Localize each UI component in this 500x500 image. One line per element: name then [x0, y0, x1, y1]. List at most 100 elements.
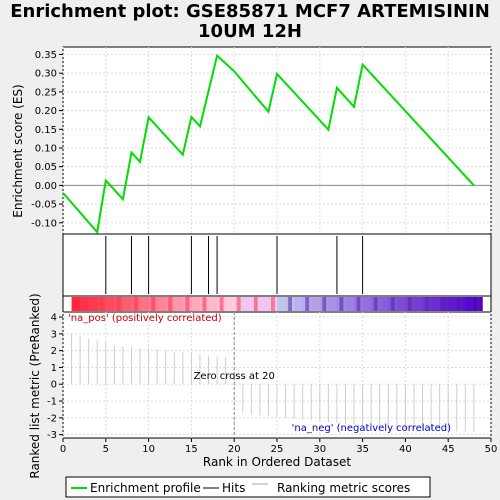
hits-panel	[62, 233, 492, 297]
rank-color-stripe	[356, 297, 361, 311]
rank-color-stripe	[339, 297, 344, 311]
ranked-metric-y-tick-label: -1	[47, 397, 57, 408]
ranked-metric-y-tick-label: -2	[47, 413, 57, 424]
es-y-tick-label: -0.10	[31, 218, 57, 229]
rank-color-cell	[259, 297, 269, 311]
ranked-metric-bars	[71, 333, 475, 433]
rank-x-tick-label: 5	[103, 444, 109, 455]
rank-color-stripe	[288, 297, 292, 311]
rank-color-cell	[191, 297, 201, 311]
rank-color-band	[62, 295, 492, 313]
ranked-metric-y-tick-label: -3	[47, 430, 57, 441]
rank-color-cell	[311, 297, 321, 311]
ranked-metric-y-axis: -3 -2 -1 0 1 2 3 4	[47, 313, 63, 441]
rank-x-tick-label: 10	[142, 444, 155, 455]
legend: Enrichment profile Hits Ranking metric s…	[65, 476, 431, 498]
rank-color-stripe	[322, 297, 327, 311]
rank-color-cell	[294, 297, 303, 311]
rank-color-cell	[242, 297, 252, 311]
rank-color-stripe	[82, 297, 87, 311]
es-y-axis-label: Enrichment score (ES)	[11, 84, 25, 217]
rank-x-tick-label: 25	[271, 444, 284, 455]
rank-color-stripe	[236, 297, 241, 311]
rank-color-stripe	[116, 297, 121, 311]
rank-x-axis-label: Rank in Ordered Dataset	[203, 455, 351, 469]
rank-color-stripe	[305, 297, 310, 311]
rank-color-stripe	[219, 297, 224, 311]
enrichment-profile-line	[62, 53, 475, 235]
zero-cross-label: Zero cross at 20	[194, 371, 275, 382]
rank-color-cell	[225, 297, 235, 311]
es-y-tick-label: 0.30	[35, 69, 57, 80]
rank-color-stripe	[134, 297, 138, 311]
rank-color-stripe	[185, 297, 190, 311]
rank-color-stripe	[407, 297, 412, 311]
ranked-metric-panel: -3 -2 -1 0 1 2 3 4 0 5 10 15 20 25 30 35 40 45 50 Zero cr…	[28, 293, 497, 478]
rank-color-cell	[396, 297, 406, 311]
rank-color-cell	[208, 297, 218, 311]
es-y-tick-label: 0.25	[35, 87, 57, 98]
rank-color-cell	[465, 297, 475, 311]
es-y-axis: -0.10 -0.05 0.00 0.05 0.10 0.15 0.20 0.25 0.30 0.…	[31, 50, 63, 229]
rank-color-cell	[122, 297, 132, 311]
es-grid	[62, 47, 492, 234]
rank-color-cell	[328, 297, 338, 311]
rank-color-cell	[431, 297, 440, 311]
rank-color-cell	[88, 297, 98, 311]
rank-color-stripe	[99, 297, 104, 311]
rank-x-tick-label: 20	[228, 444, 241, 455]
positive-correlated-label: 'na_pos' (positively correlated)	[68, 313, 222, 324]
es-y-tick-label: 0.10	[35, 143, 57, 154]
rank-x-tick-label: 45	[442, 444, 455, 455]
rank-color-stripe	[442, 297, 447, 311]
ranked-metric-y-tick-label: 1	[51, 363, 57, 374]
es-y-tick-label: 0.20	[35, 106, 57, 117]
rank-color-cell	[448, 297, 458, 311]
rank-color-cell	[71, 297, 81, 311]
rank-x-tick-label: 50	[485, 444, 498, 455]
rank-x-tick-label: 30	[313, 444, 326, 455]
rank-color-stripe	[253, 297, 258, 311]
es-y-tick-label: 0.05	[35, 162, 57, 173]
rank-color-cell	[140, 297, 149, 311]
rank-color-cell	[277, 297, 286, 311]
es-y-tick-label: 0.00	[35, 181, 57, 192]
rank-color-cell	[174, 297, 184, 311]
rank-color-stripe	[459, 297, 464, 311]
rank-color-stripe	[168, 297, 173, 311]
rank-color-cell	[379, 297, 389, 311]
ranked-metric-panel-frame	[62, 311, 492, 439]
es-y-tick-label: 0.15	[35, 125, 57, 136]
rank-color-stripe	[151, 297, 156, 311]
rank-x-tick-label: 35	[356, 444, 369, 455]
negative-correlated-label: 'na_neg' (negatively correlated)	[292, 423, 451, 434]
ranked-metric-y-tick-label: 2	[51, 346, 57, 357]
chart-title: Enrichment plot: GSE85871 MCF7 ARTEMISIN…	[0, 2, 500, 42]
rank-color-band-cells	[71, 297, 483, 311]
ranked-metric-y-tick-label: 0	[51, 380, 57, 391]
rank-color-cell	[345, 297, 355, 311]
rank-color-stripe	[271, 297, 275, 311]
ranked-metric-y-tick-label: 4	[51, 313, 57, 324]
es-panel: -0.10 -0.05 0.00 0.05 0.10 0.15 0.20 0.25 0.30 0.…	[11, 46, 492, 235]
rank-color-stripe	[202, 297, 207, 311]
rank-color-cell	[105, 297, 115, 311]
rank-color-stripe	[390, 297, 395, 311]
rank-color-cell	[157, 297, 167, 311]
ranked-metric-y-axis-label: Ranked list metric (PreRanked)	[28, 293, 42, 478]
rank-x-tick-label: 40	[399, 444, 412, 455]
es-y-tick-label: 0.35	[35, 50, 57, 61]
legend-item-enrichment-profile: Enrichment profile	[90, 481, 201, 495]
rank-color-cell	[362, 297, 372, 311]
chart-title-line1: Enrichment plot: GSE85871 MCF7 ARTEMISIN…	[10, 1, 490, 22]
es-y-tick-label: -0.05	[31, 200, 57, 211]
legend-item-ranking-metric-scores: Ranking metric scores	[277, 481, 410, 495]
rank-color-stripe	[373, 297, 378, 311]
rank-x-axis: 0 5 10 15 20 25 30 35 40 45 50	[60, 438, 498, 455]
hit-lines	[105, 236, 364, 294]
rank-x-tick-label: 15	[185, 444, 198, 455]
rank-x-tick-label: 0	[60, 444, 66, 455]
rank-color-stripe	[476, 297, 481, 311]
ranked-metric-y-tick-label: 3	[51, 329, 57, 340]
